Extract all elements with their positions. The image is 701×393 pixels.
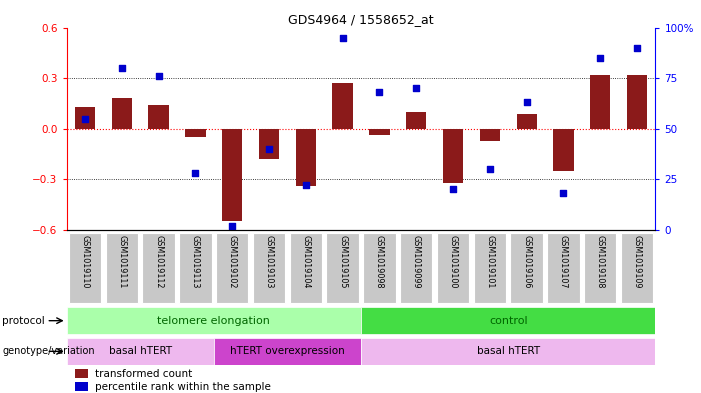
Text: basal hTERT: basal hTERT [109, 346, 172, 356]
FancyBboxPatch shape [69, 233, 101, 303]
Bar [259, 129, 279, 159]
FancyBboxPatch shape [327, 233, 359, 303]
Bar [222, 129, 243, 222]
Bar [443, 129, 463, 183]
Text: GSM1019105: GSM1019105 [338, 235, 347, 288]
FancyBboxPatch shape [179, 233, 212, 303]
Text: GSM1019102: GSM1019102 [228, 235, 237, 288]
FancyBboxPatch shape [290, 233, 322, 303]
Bar [479, 129, 500, 141]
Text: GSM1019113: GSM1019113 [191, 235, 200, 288]
Text: GSM1019100: GSM1019100 [449, 235, 458, 288]
FancyBboxPatch shape [142, 233, 175, 303]
Bar [361, 307, 655, 334]
Point [632, 44, 643, 51]
Text: GSM1019109: GSM1019109 [632, 235, 641, 288]
Bar [369, 129, 390, 136]
Text: hTERT overexpression: hTERT overexpression [230, 346, 345, 356]
Point [374, 89, 385, 95]
Title: GDS4964 / 1558652_at: GDS4964 / 1558652_at [288, 13, 434, 26]
Bar [185, 129, 205, 137]
Text: control: control [489, 316, 528, 326]
Text: GSM1019106: GSM1019106 [522, 235, 531, 288]
Bar [214, 338, 361, 365]
Point [116, 65, 128, 71]
Bar [67, 307, 361, 334]
Text: transformed count: transformed count [95, 369, 192, 379]
Point [226, 223, 238, 229]
Bar [76, 382, 88, 391]
Text: GSM1019108: GSM1019108 [596, 235, 605, 288]
FancyBboxPatch shape [547, 233, 580, 303]
Point [447, 186, 458, 193]
Text: GSM1019107: GSM1019107 [559, 235, 568, 288]
FancyBboxPatch shape [437, 233, 469, 303]
Point [79, 116, 90, 122]
Point [190, 170, 201, 176]
Text: GSM1019101: GSM1019101 [485, 235, 494, 288]
Text: GSM1019104: GSM1019104 [301, 235, 311, 288]
Point [264, 146, 275, 152]
Text: GSM1019098: GSM1019098 [375, 235, 384, 288]
Point [300, 182, 311, 189]
Bar [67, 338, 214, 365]
FancyBboxPatch shape [253, 233, 285, 303]
Point [594, 55, 606, 61]
Bar [553, 129, 573, 171]
Point [411, 85, 422, 91]
Text: GSM1019112: GSM1019112 [154, 235, 163, 288]
FancyBboxPatch shape [363, 233, 395, 303]
Text: protocol: protocol [2, 316, 45, 326]
Point [337, 35, 348, 41]
Point [153, 73, 164, 79]
Text: GSM1019110: GSM1019110 [81, 235, 90, 288]
FancyBboxPatch shape [510, 233, 543, 303]
Text: percentile rank within the sample: percentile rank within the sample [95, 382, 271, 391]
Bar [361, 338, 655, 365]
FancyBboxPatch shape [621, 233, 653, 303]
Bar [75, 107, 95, 129]
Bar [590, 75, 611, 129]
Bar [627, 75, 647, 129]
Text: basal hTERT: basal hTERT [477, 346, 540, 356]
Point [521, 99, 532, 106]
Text: genotype/variation: genotype/variation [2, 346, 95, 356]
Bar [149, 105, 169, 129]
Bar [517, 114, 537, 129]
Bar [332, 83, 353, 129]
FancyBboxPatch shape [400, 233, 433, 303]
Text: GSM1019103: GSM1019103 [264, 235, 273, 288]
Text: telomere elongation: telomere elongation [157, 316, 271, 326]
Bar [111, 98, 132, 129]
Point [558, 190, 569, 196]
Text: GSM1019111: GSM1019111 [117, 235, 126, 288]
Text: GSM1019099: GSM1019099 [411, 235, 421, 288]
Point [484, 166, 496, 172]
FancyBboxPatch shape [584, 233, 616, 303]
FancyBboxPatch shape [106, 233, 138, 303]
Bar [296, 129, 316, 186]
Bar [76, 369, 88, 378]
FancyBboxPatch shape [474, 233, 506, 303]
Bar [406, 112, 426, 129]
FancyBboxPatch shape [216, 233, 248, 303]
